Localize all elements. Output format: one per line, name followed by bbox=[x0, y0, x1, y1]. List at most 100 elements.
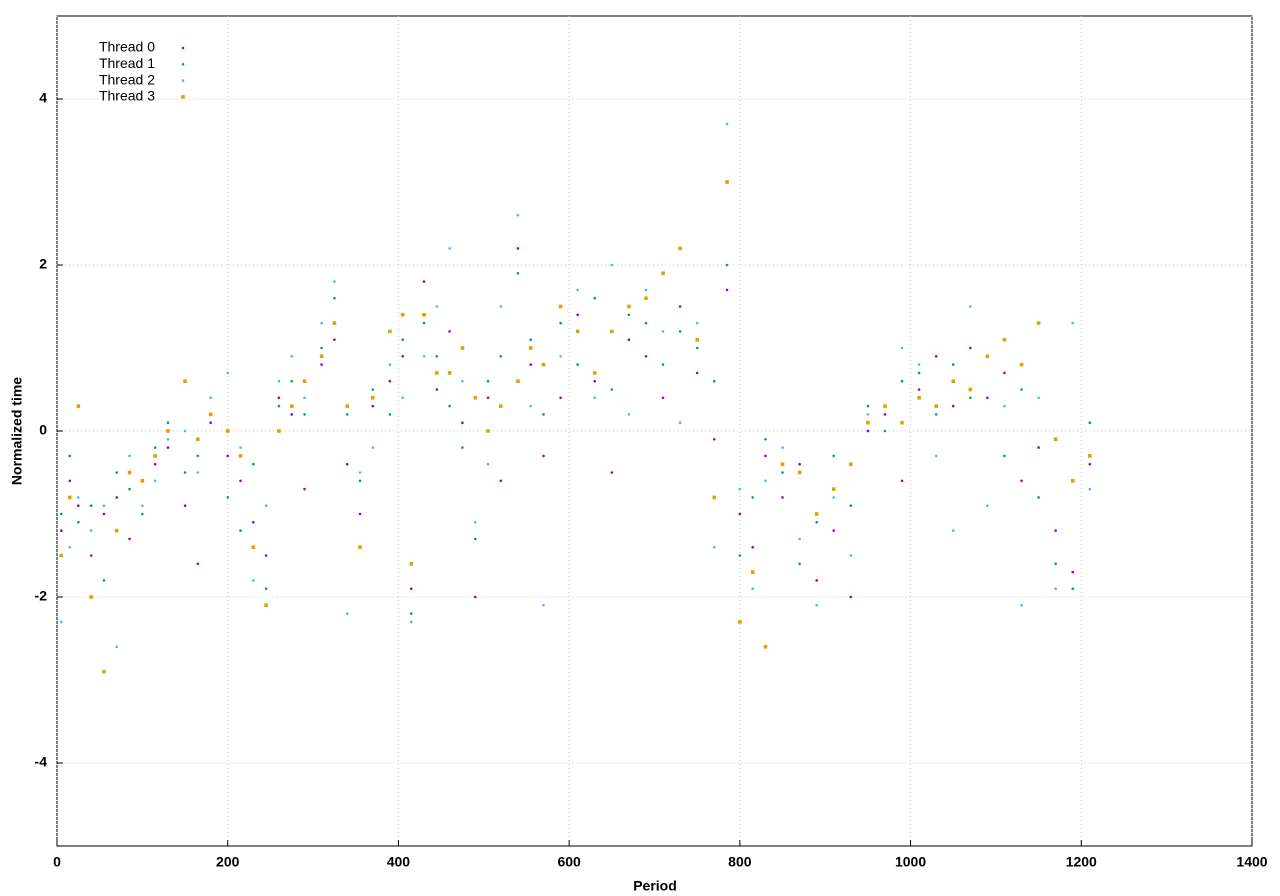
point bbox=[678, 246, 682, 251]
point bbox=[516, 213, 520, 217]
point bbox=[529, 363, 533, 366]
point bbox=[388, 379, 392, 383]
point bbox=[866, 413, 870, 416]
y-axis-label: Normalized time bbox=[9, 377, 25, 485]
point bbox=[969, 396, 972, 400]
point bbox=[695, 337, 699, 342]
point bbox=[59, 529, 63, 532]
point bbox=[59, 553, 64, 558]
point bbox=[627, 304, 631, 309]
point bbox=[290, 413, 294, 416]
point bbox=[712, 438, 716, 441]
point bbox=[610, 471, 614, 474]
legend-label: Thread 0 bbox=[99, 39, 155, 55]
point bbox=[516, 272, 520, 275]
point bbox=[900, 346, 904, 350]
point bbox=[738, 487, 742, 491]
x-tick-label: 400 bbox=[387, 854, 411, 870]
point bbox=[725, 263, 729, 267]
legend-marker bbox=[181, 95, 185, 99]
point bbox=[917, 388, 921, 391]
point bbox=[969, 346, 972, 350]
point bbox=[68, 545, 72, 549]
point bbox=[814, 512, 819, 516]
point bbox=[319, 354, 324, 359]
point bbox=[302, 379, 307, 383]
point bbox=[388, 413, 392, 416]
plot-frame bbox=[56, 15, 1253, 847]
point bbox=[1019, 362, 1024, 367]
point bbox=[371, 446, 375, 449]
point bbox=[831, 487, 836, 491]
point bbox=[750, 570, 755, 574]
point bbox=[576, 363, 579, 366]
point bbox=[102, 504, 106, 508]
point bbox=[409, 612, 413, 615]
point bbox=[141, 504, 144, 508]
point bbox=[1020, 388, 1023, 391]
point bbox=[447, 371, 452, 375]
point bbox=[798, 562, 801, 566]
point bbox=[239, 446, 242, 449]
point bbox=[422, 280, 426, 283]
point bbox=[985, 354, 990, 359]
point bbox=[644, 355, 648, 358]
point bbox=[695, 321, 699, 325]
point bbox=[277, 429, 281, 433]
point bbox=[320, 363, 323, 366]
point bbox=[1070, 479, 1075, 483]
point bbox=[780, 462, 785, 466]
point bbox=[303, 413, 306, 416]
point bbox=[225, 429, 230, 433]
point bbox=[712, 379, 716, 383]
point bbox=[883, 404, 887, 408]
point bbox=[239, 529, 242, 532]
point bbox=[917, 396, 921, 400]
point bbox=[934, 355, 938, 358]
point bbox=[486, 379, 490, 383]
point bbox=[290, 379, 294, 383]
x-tick-label: 0 bbox=[53, 854, 61, 870]
point bbox=[333, 338, 336, 342]
point bbox=[661, 396, 665, 400]
point bbox=[358, 512, 362, 516]
point bbox=[576, 313, 579, 317]
point bbox=[934, 413, 938, 416]
point bbox=[986, 504, 989, 508]
point bbox=[77, 496, 80, 499]
point bbox=[115, 471, 119, 474]
point bbox=[815, 604, 818, 607]
point bbox=[448, 247, 451, 250]
point bbox=[951, 363, 955, 366]
point bbox=[764, 438, 767, 441]
point bbox=[866, 420, 870, 425]
point bbox=[448, 330, 451, 333]
point bbox=[610, 329, 614, 334]
point bbox=[866, 404, 870, 408]
point bbox=[345, 404, 350, 408]
point bbox=[473, 537, 477, 541]
point bbox=[153, 454, 157, 458]
point bbox=[661, 271, 665, 276]
point bbox=[473, 396, 478, 400]
point bbox=[252, 462, 255, 466]
point bbox=[333, 296, 336, 300]
point bbox=[422, 313, 426, 317]
point bbox=[409, 562, 414, 566]
point bbox=[486, 462, 490, 466]
point bbox=[303, 487, 306, 491]
point bbox=[435, 305, 439, 308]
legend-label: Thread 2 bbox=[99, 71, 155, 87]
point bbox=[435, 388, 439, 391]
point bbox=[401, 338, 404, 342]
point bbox=[461, 421, 464, 425]
point bbox=[226, 454, 230, 458]
point bbox=[627, 413, 631, 416]
point bbox=[627, 313, 631, 317]
point bbox=[849, 504, 853, 508]
point bbox=[115, 496, 119, 499]
point bbox=[1054, 529, 1057, 532]
point bbox=[141, 512, 144, 516]
point bbox=[917, 363, 921, 366]
point bbox=[409, 587, 413, 590]
